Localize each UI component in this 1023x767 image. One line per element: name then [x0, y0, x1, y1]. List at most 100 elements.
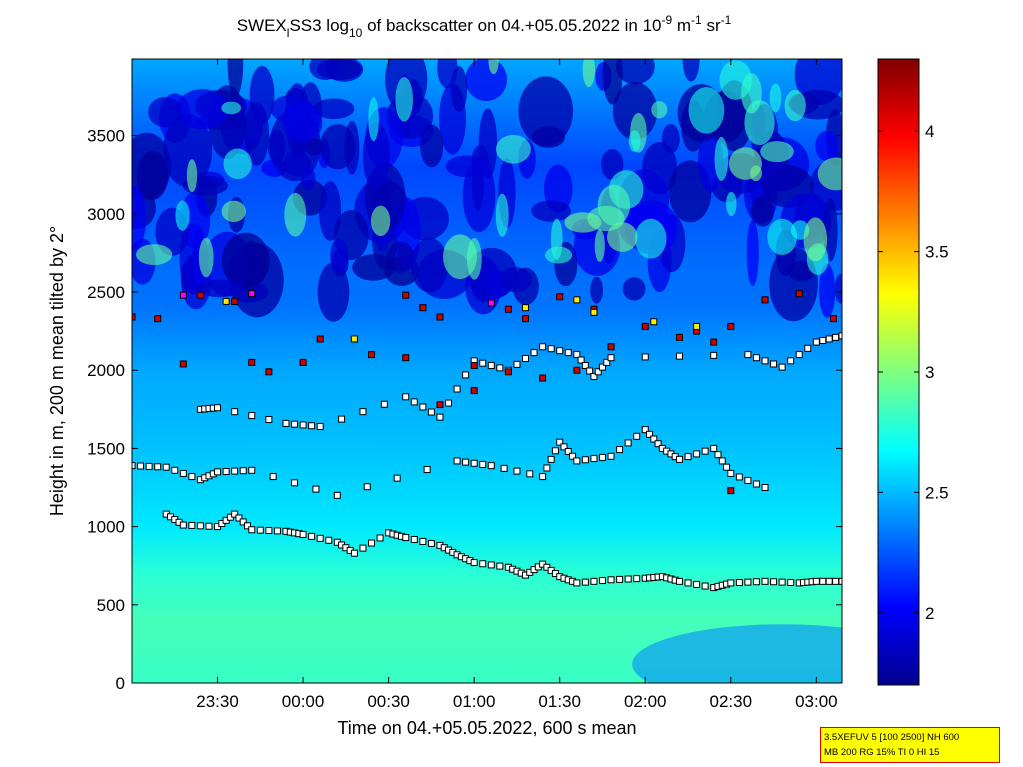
layer-marker [727, 469, 735, 477]
layer-marker [154, 315, 162, 323]
layer-marker [248, 290, 256, 298]
y-tick-label: 0 [116, 674, 125, 693]
high-backscatter-patch [221, 200, 246, 223]
layer-marker [761, 357, 769, 365]
layer-marker [402, 354, 410, 362]
layer-marker [573, 351, 581, 359]
low-backscatter-patch [319, 124, 356, 170]
high-backscatter-patch [221, 101, 242, 115]
layer-marker [299, 421, 307, 429]
low-backscatter-patch [622, 277, 646, 301]
layer-marker [248, 466, 256, 474]
layer-marker [633, 575, 641, 583]
layer-marker [539, 343, 547, 351]
layer-marker [778, 363, 786, 371]
layer-marker [675, 352, 683, 360]
layer-marker [470, 362, 478, 370]
layer-marker [368, 539, 376, 547]
layer-marker [299, 530, 307, 538]
layer-marker [214, 404, 222, 412]
layer-markers [132, 290, 842, 592]
layer-marker [547, 345, 555, 353]
layer-marker [573, 296, 581, 304]
layer-marker [470, 559, 478, 567]
layer-marker [573, 579, 581, 587]
x-tick-label: 01:00 [453, 692, 496, 711]
layer-marker [423, 466, 431, 474]
colorbar-tick-label: 3 [925, 363, 934, 382]
layer-marker [804, 344, 812, 352]
layer-marker [436, 313, 444, 321]
layer-marker [231, 510, 239, 518]
layer-marker [551, 447, 559, 455]
low-backscatter-patch [590, 276, 604, 304]
x-tick-label: 02:30 [710, 692, 753, 711]
layer-marker [248, 412, 256, 420]
layer-marker [526, 470, 534, 478]
layer-marker [162, 463, 170, 471]
layer-marker [291, 420, 299, 428]
layer-marker [243, 522, 251, 530]
layer-marker [291, 479, 299, 487]
layer-marker [607, 576, 615, 584]
layer-marker [171, 466, 179, 474]
low-backscatter-patch [227, 59, 244, 97]
layer-marker [222, 297, 230, 305]
low-backscatter-patch [531, 200, 571, 222]
y-tick-label: 1500 [87, 439, 125, 458]
low-backscatter-patch [330, 238, 349, 273]
layer-marker [598, 363, 606, 371]
layer-marker [316, 534, 324, 542]
layer-marker [239, 467, 247, 475]
layer-marker [179, 360, 187, 368]
y-tick-label: 2500 [87, 283, 125, 302]
layer-marker [132, 313, 136, 321]
layer-marker [487, 462, 495, 470]
high-backscatter-patch [175, 200, 190, 231]
y-tick-label: 500 [97, 596, 125, 615]
low-backscatter-patch [751, 195, 775, 227]
layer-marker [179, 469, 187, 477]
layer-marker [273, 527, 281, 535]
high-backscatter-patch [651, 101, 668, 119]
low-backscatter-patch [132, 185, 147, 251]
layer-marker [812, 577, 820, 585]
colorbar-tick-label: 4 [925, 122, 934, 141]
layer-marker [338, 415, 346, 423]
layer-marker [556, 347, 564, 355]
x-tick-label: 23:30 [196, 692, 239, 711]
layer-marker [564, 448, 572, 456]
high-backscatter-patch [582, 59, 596, 88]
layer-marker [269, 473, 277, 481]
layer-marker [569, 452, 577, 460]
layer-marker [744, 351, 752, 359]
layer-marker [603, 358, 611, 366]
high-backscatter-patch [634, 218, 667, 259]
layer-marker [573, 366, 581, 374]
layer-marker [312, 485, 320, 493]
colorbar-tick-label: 3.5 [925, 243, 949, 262]
layer-marker [479, 460, 487, 468]
layer-marker [137, 462, 145, 470]
layer-marker [402, 534, 410, 542]
layer-marker [547, 455, 555, 463]
layer-marker [573, 457, 581, 465]
low-backscatter-patch [410, 237, 449, 293]
layer-marker [539, 374, 547, 382]
layer-marker [248, 526, 256, 534]
layer-marker [179, 521, 187, 529]
layer-marker [376, 534, 384, 542]
layer-marker [487, 362, 495, 370]
layer-marker [829, 315, 837, 323]
low-backscatter-patch [518, 76, 574, 146]
layer-marker [333, 491, 341, 499]
high-backscatter-patch [760, 141, 794, 163]
layer-marker [787, 579, 795, 587]
layer-marker [265, 368, 273, 376]
layer-marker [393, 474, 401, 482]
low-backscatter-patch [267, 129, 286, 164]
layer-marker [616, 446, 624, 454]
layer-marker [513, 467, 521, 475]
layer-marker [761, 296, 769, 304]
low-backscatter-patch [682, 59, 700, 82]
